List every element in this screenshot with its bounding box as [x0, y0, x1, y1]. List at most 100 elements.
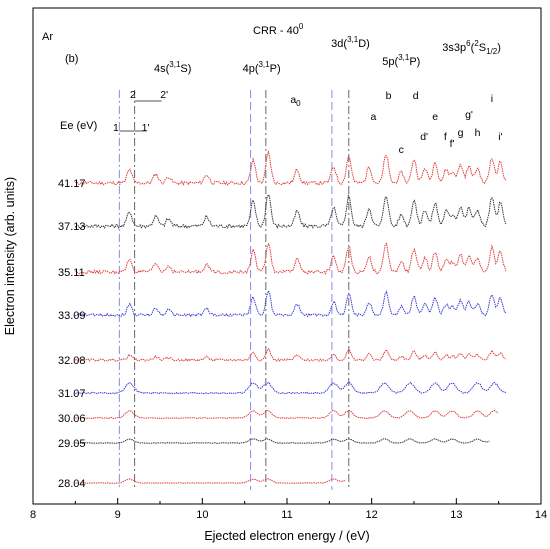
peak-label-text: d' — [420, 131, 428, 143]
group-label-sup: 2 — [474, 39, 479, 48]
group-label-sup: 3,1 — [258, 60, 270, 69]
peak-label-text: 1' — [142, 122, 150, 134]
group-label-text: 3s3p — [442, 42, 466, 54]
peak-label: a0 — [290, 94, 301, 108]
peak-label-text: f — [444, 131, 447, 143]
peak-label-sub: 0 — [296, 99, 301, 108]
peak-label-text: i' — [498, 131, 502, 143]
spectrum-line — [75, 438, 490, 444]
x-tick-label: 9 — [115, 509, 121, 521]
peak-label-text: a — [370, 111, 376, 123]
peak-label-text: d — [413, 90, 419, 102]
peak-label: f — [444, 131, 447, 143]
reference-lines — [118, 90, 350, 490]
x-tick-label: 11 — [281, 509, 292, 521]
group-label-tail: ( — [471, 42, 475, 54]
spectrum-energy-label: 33.09 — [58, 310, 86, 322]
spectrum-line — [74, 193, 507, 230]
x-tick-label: 10 — [196, 509, 208, 521]
peak-label-text: b — [386, 90, 392, 102]
group-label-text: 5p( — [382, 56, 398, 68]
condition-label: CRR - 400 — [253, 22, 304, 37]
spectrum-energy-label: 35.11 — [58, 267, 85, 279]
y-axis-title: Electron intensity (arb. units) — [3, 177, 17, 335]
x-tick-label: 13 — [450, 509, 462, 521]
spectrum-line — [74, 289, 507, 318]
peak-label: h — [475, 127, 481, 139]
group-label: 4s(3,1S) — [154, 60, 191, 75]
peak-label: 1' — [142, 122, 150, 134]
peak-label-text: c — [399, 144, 404, 156]
series-layer: 41.17 37.13 35.11 33.09 32.08 31.07 30.06 29.05… — [58, 150, 507, 490]
peak-label: g' — [465, 109, 473, 121]
peak-label: i — [491, 93, 493, 105]
x-axis-title: Ejected electron energy / (eV) — [204, 529, 369, 543]
peak-label: 2 — [130, 89, 136, 101]
peak-label: 2' — [160, 89, 168, 101]
spectrum-energy-label: 30.06 — [58, 413, 86, 425]
peak-label-text: i — [491, 93, 493, 105]
spectrum-line — [75, 381, 507, 395]
peak-label-text: g — [458, 127, 464, 139]
peak-label: f' — [450, 138, 455, 150]
peak-label-text: e — [432, 111, 438, 123]
peak-label-text: f' — [450, 138, 455, 150]
condition-text: CRR - 40 — [253, 25, 299, 37]
spectrum-line — [75, 409, 499, 420]
group-label-sup: 6 — [466, 39, 471, 48]
x-axis: 8 9 10 11 12 13 14 — [30, 498, 547, 521]
x-tick-label: 12 — [366, 509, 378, 521]
spectrum-line — [75, 478, 346, 484]
group-label-tail: D) — [358, 38, 370, 50]
spectrum-line — [74, 150, 507, 186]
group-label: 4p(3,1P) — [243, 60, 281, 75]
peak-label: d' — [420, 131, 428, 143]
group-label-sup: 3,1 — [169, 60, 181, 69]
peak-label: g — [458, 127, 464, 139]
spectrum-line — [75, 347, 507, 362]
group-label: 3s3p6(2S1/2) — [442, 39, 501, 56]
peak-label-text: 2 — [130, 89, 136, 101]
group-label: 3d(3,1D) — [331, 35, 370, 50]
group-label-text: 4p( — [243, 63, 259, 75]
peak-label-text: g' — [465, 109, 473, 121]
peak-label-text: a — [290, 94, 296, 106]
group-label-tail: P) — [409, 56, 420, 68]
group-label-sub: 1/2 — [486, 47, 498, 56]
condition-sup: 0 — [299, 22, 304, 31]
peak-label: b — [386, 90, 392, 102]
group-label-tail: S — [479, 42, 486, 54]
group-label-text: 3d( — [331, 38, 347, 50]
atom-label: Ar — [42, 31, 53, 43]
group-label-sup: 3,1 — [347, 35, 359, 44]
peak-label: d — [413, 90, 419, 102]
spectrum-energy-label: 31.07 — [58, 388, 86, 400]
group-label-tail: P) — [270, 63, 281, 75]
spectrum-energy-label: 41.17 — [58, 178, 86, 190]
peak-label-text: h — [475, 127, 481, 139]
group-label: 5p(3,1P) — [382, 53, 420, 68]
peak-label: c — [399, 144, 404, 156]
peak-label-text: 2' — [160, 89, 168, 101]
peak-label: a — [370, 111, 376, 123]
group-label-text: 4s( — [154, 63, 170, 75]
x-tick-label: 8 — [30, 509, 36, 521]
peak-label: 1 — [113, 122, 119, 134]
group-label-tail: S) — [180, 63, 191, 75]
spectrum-energy-label: 32.08 — [58, 355, 86, 367]
spectrum-line — [75, 242, 507, 275]
energy-header: Ee (eV) — [60, 120, 97, 132]
group-label-sup: 3,1 — [398, 53, 410, 62]
spectrum-energy-label: 28.04 — [58, 478, 86, 490]
peak-label: i' — [498, 131, 502, 143]
panel-label: (b) — [65, 53, 78, 65]
peak-label-text: 1 — [113, 122, 119, 134]
annotation-layer: Ar (b) Ee (eV) CRR - 400 4s(3,1S) 4p(3,1P… — [42, 22, 503, 156]
plot-frame — [32, 7, 542, 505]
peak-label: e — [432, 111, 438, 123]
spectrum-energy-label: 29.05 — [58, 438, 86, 450]
spectrum-energy-label: 37.13 — [58, 221, 86, 233]
group-label-tail: ) — [497, 42, 501, 54]
x-tick-label: 14 — [535, 509, 547, 521]
